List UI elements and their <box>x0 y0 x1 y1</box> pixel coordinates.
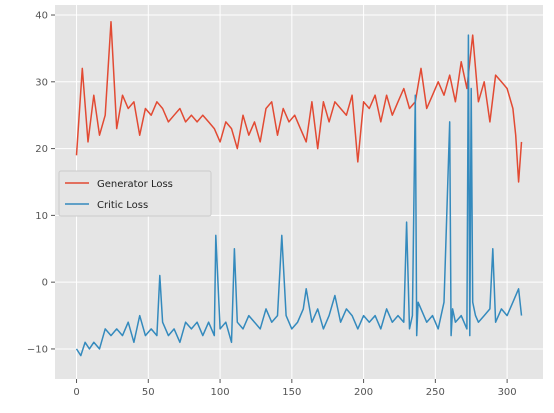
x-tick-label: 50 <box>142 387 155 398</box>
legend-label: Generator Loss <box>97 179 173 190</box>
x-axis: 0 50 100 150 200 250 300 <box>73 379 517 398</box>
legend: Generator Loss Critic Loss <box>58 170 212 217</box>
y-tick-label: −10 <box>27 344 48 355</box>
x-tick-label: 150 <box>282 387 301 398</box>
x-tick-label: 300 <box>498 387 517 398</box>
legend-label: Critic Loss <box>97 200 148 211</box>
series-layer <box>75 20 523 357</box>
y-tick-label: 0 <box>42 278 48 289</box>
series-line <box>75 34 523 357</box>
x-tick-label: 100 <box>211 387 230 398</box>
x-tick-label: 200 <box>354 387 373 398</box>
legend-box <box>58 170 212 217</box>
y-tick-label: 40 <box>35 11 48 22</box>
x-tick-label: 0 <box>73 387 79 398</box>
y-tick-label: 10 <box>35 211 48 222</box>
y-axis: −10 0 10 20 30 40 <box>27 11 55 355</box>
y-tick-label: 20 <box>35 144 48 155</box>
series-line <box>75 20 523 183</box>
x-tick-label: 250 <box>426 387 445 398</box>
y-tick-label: 30 <box>35 77 48 88</box>
